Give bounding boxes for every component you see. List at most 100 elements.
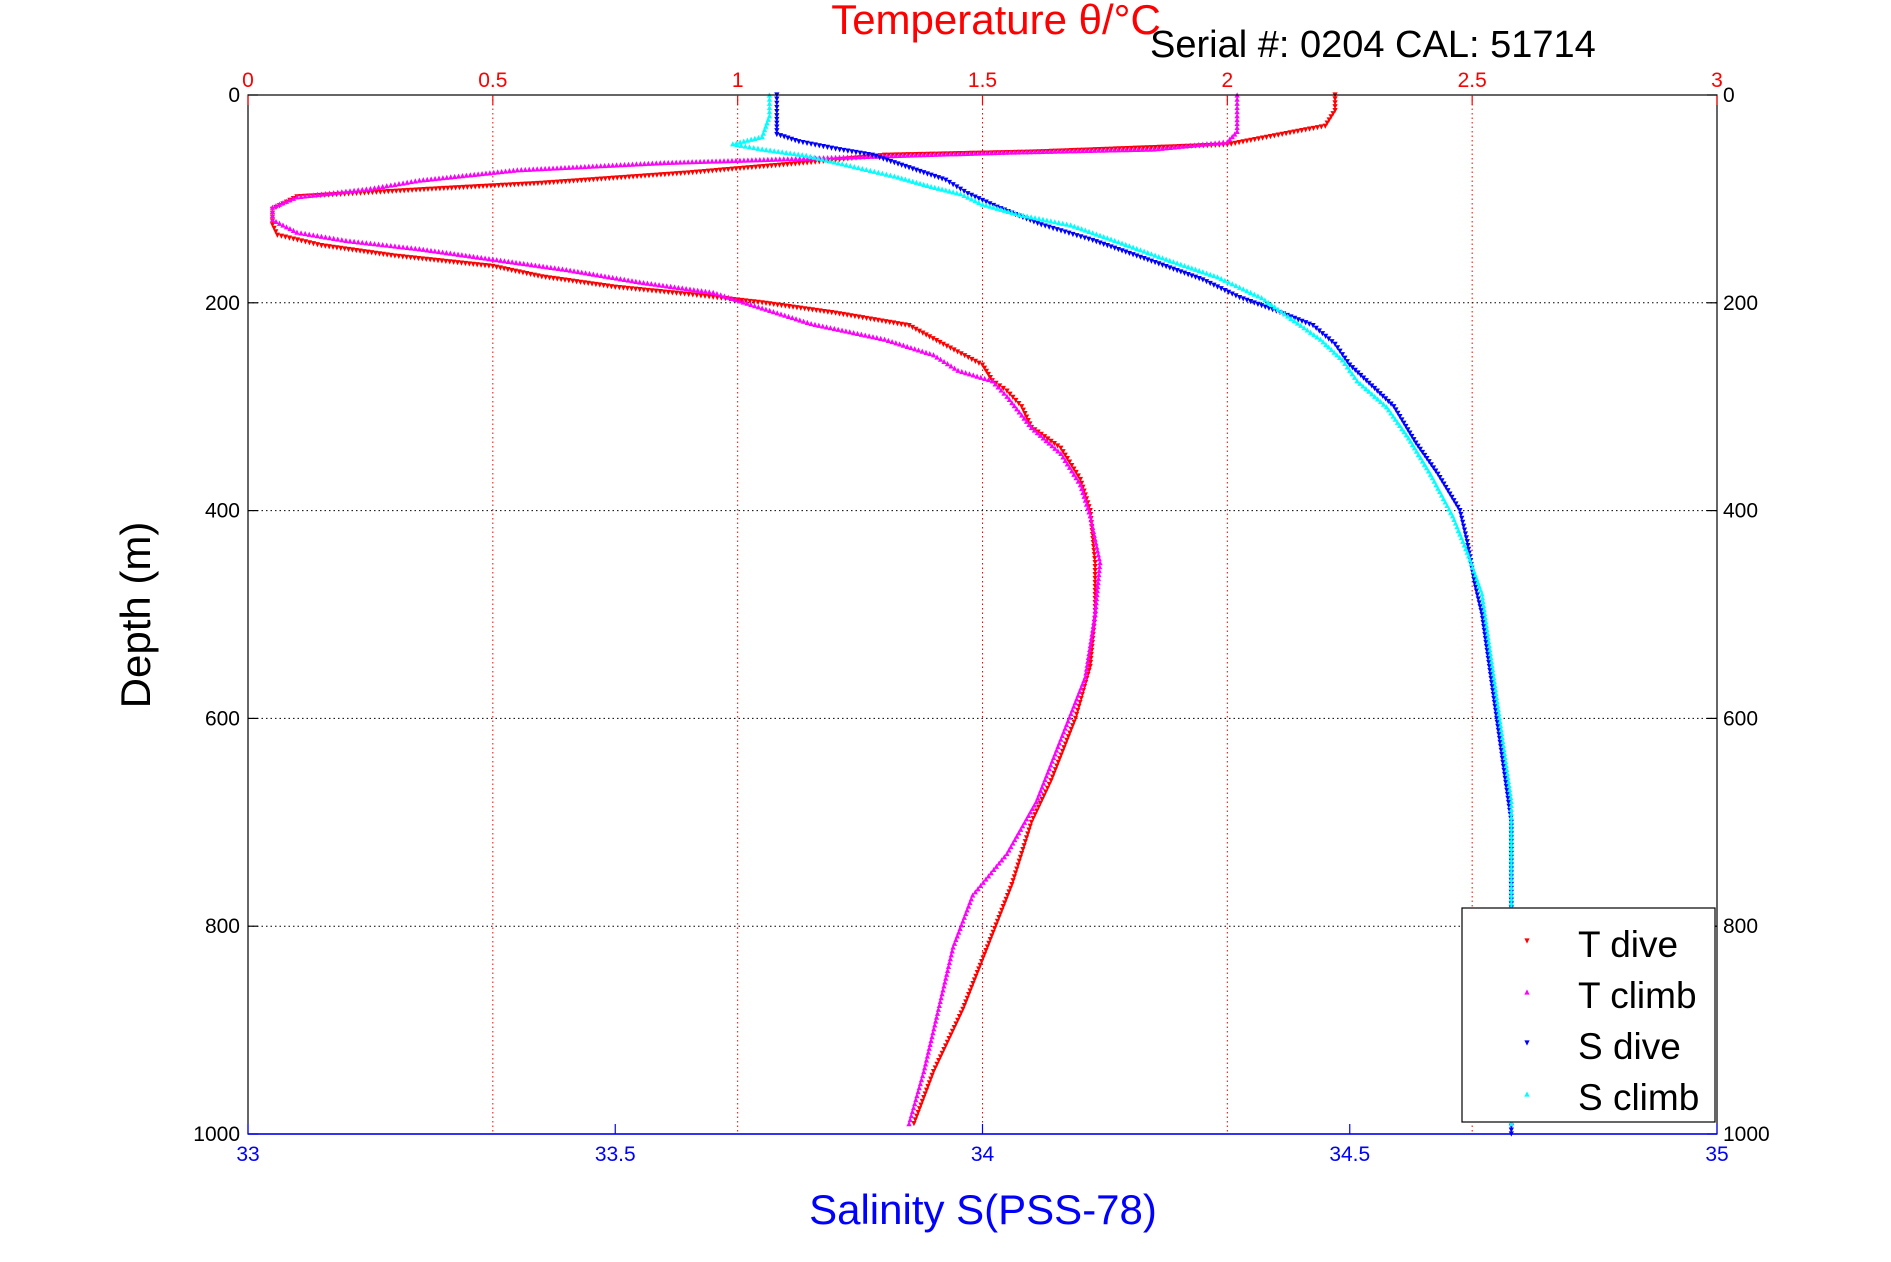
data-point xyxy=(817,308,823,314)
data-point xyxy=(1028,149,1034,155)
data-point xyxy=(900,342,906,348)
data-point xyxy=(916,328,922,334)
data-point xyxy=(1483,639,1489,646)
data-point xyxy=(866,333,872,339)
data-point xyxy=(1028,819,1035,825)
data-point xyxy=(926,1045,932,1051)
data-point xyxy=(922,1061,929,1067)
data-point xyxy=(946,1036,952,1042)
data-point xyxy=(540,263,546,269)
data-point xyxy=(729,157,735,164)
data-point xyxy=(1498,722,1504,729)
data-point xyxy=(456,185,463,191)
data-point xyxy=(335,189,341,195)
data-point xyxy=(816,143,822,149)
data-point xyxy=(1323,333,1329,339)
data-point xyxy=(912,346,918,352)
data-point xyxy=(1044,148,1050,154)
data-point xyxy=(1480,619,1486,626)
data-point xyxy=(1488,675,1494,682)
legend-box xyxy=(1461,907,1716,1123)
data-point xyxy=(1298,322,1304,328)
data-point xyxy=(318,233,325,239)
data-point xyxy=(516,269,522,275)
data-point xyxy=(1044,217,1050,223)
data-point xyxy=(945,963,952,970)
data-point xyxy=(1320,339,1326,345)
data-point xyxy=(1332,96,1338,102)
data-point xyxy=(404,244,410,250)
data-point xyxy=(604,283,611,289)
data-point xyxy=(755,299,761,305)
data-point xyxy=(947,956,953,962)
data-point xyxy=(1307,329,1314,335)
data-point xyxy=(1064,737,1070,744)
data-point xyxy=(593,281,599,288)
data-point xyxy=(338,245,344,251)
data-point xyxy=(401,188,407,194)
data-point xyxy=(1508,830,1514,836)
data-point xyxy=(1094,591,1100,598)
data-point xyxy=(1413,440,1419,446)
data-point xyxy=(439,249,446,255)
data-point xyxy=(961,914,967,920)
data-point xyxy=(1492,703,1498,710)
data-point xyxy=(355,187,361,193)
data-point xyxy=(514,167,520,173)
data-point xyxy=(1016,858,1022,864)
data-point xyxy=(612,284,618,290)
data-point xyxy=(1326,344,1332,350)
data-point xyxy=(789,314,795,321)
data-point xyxy=(570,278,576,284)
data-point xyxy=(1496,711,1502,717)
data-point xyxy=(616,285,622,291)
data-point xyxy=(825,309,831,315)
data-point xyxy=(824,144,831,151)
data-point xyxy=(954,933,960,939)
data-point xyxy=(1397,422,1403,429)
data-point xyxy=(1059,748,1066,755)
data-point xyxy=(1458,535,1464,541)
data-point xyxy=(1131,146,1137,153)
data-point xyxy=(484,183,490,189)
data-point xyxy=(1007,885,1014,891)
data-point xyxy=(983,876,989,882)
data-point xyxy=(1234,100,1240,106)
data-point xyxy=(1091,532,1097,538)
data-point xyxy=(1038,431,1044,438)
data-point xyxy=(1483,643,1490,650)
data-point xyxy=(1464,539,1470,545)
data-point xyxy=(957,186,964,192)
data-point xyxy=(1170,266,1177,272)
data-point xyxy=(1504,770,1510,777)
data-point xyxy=(1472,580,1478,586)
data-point xyxy=(322,243,328,249)
data-point xyxy=(1337,348,1343,354)
data-point xyxy=(1045,769,1051,775)
data-point xyxy=(725,166,731,173)
data-point xyxy=(1167,144,1173,151)
data-point xyxy=(1001,390,1007,396)
data-point xyxy=(1448,509,1454,515)
data-point xyxy=(1059,148,1066,154)
data-point xyxy=(1499,751,1505,757)
data-point xyxy=(1042,776,1048,783)
data-point xyxy=(1287,130,1293,136)
data-point xyxy=(795,151,801,157)
data-point xyxy=(985,873,992,879)
data-point xyxy=(774,128,780,134)
data-point xyxy=(640,279,647,286)
data-point xyxy=(948,952,954,958)
data-point xyxy=(1385,398,1391,405)
data-point xyxy=(937,998,943,1005)
data-point xyxy=(952,151,958,157)
data-point xyxy=(774,113,780,119)
data-point xyxy=(1275,132,1281,138)
data-point xyxy=(582,163,588,170)
data-point xyxy=(590,177,597,183)
data-point xyxy=(691,287,697,293)
data-point xyxy=(1251,291,1257,297)
data-point xyxy=(397,188,403,194)
data-point xyxy=(1073,475,1079,481)
data-point xyxy=(740,299,746,305)
